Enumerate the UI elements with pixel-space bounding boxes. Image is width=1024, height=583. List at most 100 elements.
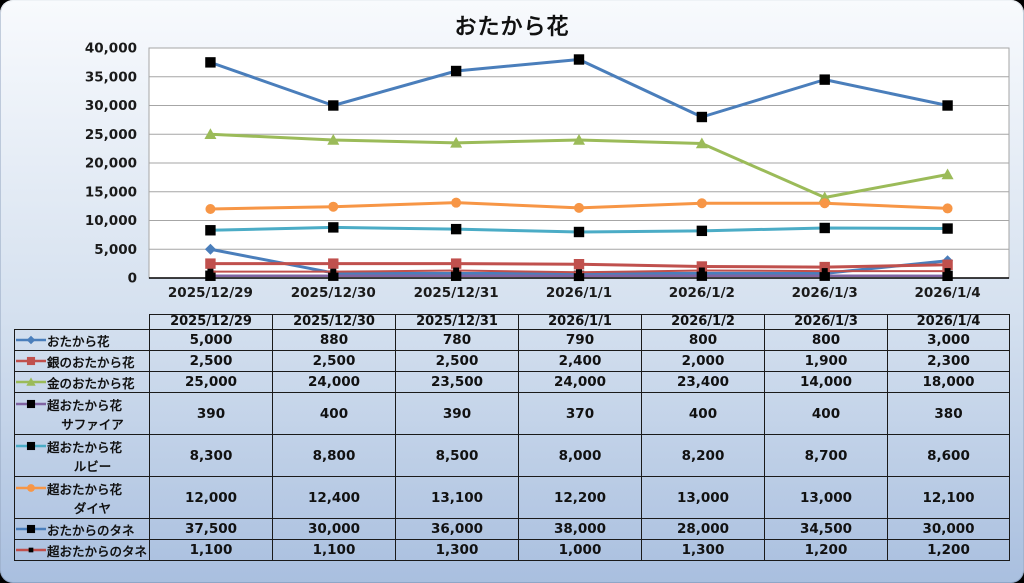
value-cell: 2,400 xyxy=(518,350,642,372)
triangle-marker-icon xyxy=(204,128,217,140)
series-name: 超おたから花 xyxy=(47,439,123,455)
date-header-cell: 2026/1/3 xyxy=(764,314,888,330)
square-marker-icon xyxy=(942,270,953,282)
small-square-marker-icon xyxy=(821,268,828,275)
value-cell: 2,300 xyxy=(887,350,1010,372)
series-name-line2: ルビー xyxy=(73,458,112,474)
legend-key-icon xyxy=(16,484,46,492)
small-square-marker-icon xyxy=(453,267,460,274)
value-cell: 1,200 xyxy=(764,539,888,561)
square-marker-icon xyxy=(450,258,462,269)
date-header-cell: 2026/1/1 xyxy=(518,314,642,330)
small-square-marker-icon xyxy=(207,268,214,275)
value-cell: 3,000 xyxy=(887,329,1010,351)
value-cell: 790 xyxy=(518,329,642,351)
value-cell: 13,000 xyxy=(641,476,765,519)
date-header-cell: 2026/1/4 xyxy=(887,314,1010,330)
value-cell: 36,000 xyxy=(395,518,519,540)
series-name: 超おたから花 xyxy=(47,481,123,497)
value-cell: 18,000 xyxy=(887,371,1010,393)
square-marker-icon xyxy=(328,100,339,111)
series-legend-and-name: おたから花 xyxy=(16,331,147,350)
table-header-row: 2025/12/29 2025/12/30 2025/12/31 2026/1/1 20… xyxy=(15,314,1010,330)
series-label-cell: 超おたから花ルビー xyxy=(14,434,150,477)
value-cell: 34,500 xyxy=(764,518,888,540)
value-cell: 24,000 xyxy=(518,371,642,393)
value-cell: 780 xyxy=(395,329,519,351)
value-cell: 1,200 xyxy=(887,539,1010,561)
y-axis-tick-label: 10,000 xyxy=(85,213,137,229)
square-marker-icon xyxy=(205,270,216,281)
y-axis-tick-label: 15,000 xyxy=(85,184,137,200)
table-row: 超おたから花 ルビー 8,300 8,800 8,500 8,000 8,200 8,700 8… xyxy=(14,434,1010,477)
circle-marker-icon xyxy=(574,202,584,213)
series-name: 超おたからのタネ xyxy=(47,543,148,559)
circle-marker-icon xyxy=(696,198,707,209)
chart-title: おたから花 xyxy=(454,15,570,40)
date-header-cell: 2025/12/30 xyxy=(272,314,396,330)
value-cell: 1,100 xyxy=(149,539,273,561)
circle-marker-icon xyxy=(328,201,339,212)
small-square-marker-icon xyxy=(330,268,337,275)
legend-key-icon xyxy=(16,441,46,451)
series-label-cell: 銀のおたから花 xyxy=(14,350,150,372)
value-cell: 13,000 xyxy=(764,476,888,519)
square-marker-icon xyxy=(328,270,339,281)
series-label-cell: 超おたから花 ダイヤ xyxy=(14,476,150,519)
value-cell: 5,000 xyxy=(149,329,273,351)
series-label-cell: おたからのタネ xyxy=(14,518,150,540)
series-label-cell: 超おたから花サファイア xyxy=(14,392,150,435)
value-cell: 28,000 xyxy=(641,518,765,540)
table-row: 超おたから花 サファイア 390 400 390 370 400 400 380 xyxy=(14,392,1010,435)
value-cell: 8,600 xyxy=(887,434,1010,477)
x-axis-tick-label: 2026/1/4 xyxy=(914,285,980,301)
value-cell: 370 xyxy=(518,392,642,435)
square-marker-icon xyxy=(819,261,830,273)
series-label-cell: おたから花 xyxy=(14,329,150,351)
square-marker-icon xyxy=(205,258,216,269)
value-cell: 8,500 xyxy=(395,434,519,477)
value-cell: 2,500 xyxy=(272,350,396,372)
value-cell: 37,500 xyxy=(149,518,273,540)
y-axis-tick-label: 20,000 xyxy=(85,156,137,172)
series-legend-and-name: 超おたから花 xyxy=(16,437,147,456)
triangle-marker-icon xyxy=(450,136,463,148)
square-marker-icon xyxy=(205,57,216,68)
y-axis-tick-label: 25,000 xyxy=(85,127,137,143)
square-marker-icon xyxy=(205,225,216,236)
triangle-marker-icon xyxy=(695,137,708,149)
value-cell: 390 xyxy=(149,392,273,435)
value-cell: 8,200 xyxy=(641,434,765,477)
series-label-cell: 金のおたから花 xyxy=(14,371,150,393)
value-cell: 880 xyxy=(272,329,396,351)
y-axis-tick-label: 40,000 xyxy=(85,41,137,57)
square-marker-icon xyxy=(819,74,830,85)
square-marker-icon xyxy=(328,258,339,269)
series-legend-and-name: 金のおたから花 xyxy=(16,373,147,392)
value-cell: 800 xyxy=(764,329,888,351)
x-axis-tick-label: 2026/1/2 xyxy=(669,285,735,301)
y-axis-tick-label: 35,000 xyxy=(85,69,137,85)
series-legend-and-name: 超おたから花 xyxy=(16,395,147,414)
series-legend-and-name: 超おたから花 xyxy=(16,479,147,498)
x-axis-tick-label: 2025/12/29 xyxy=(168,285,253,301)
value-cell: 8,000 xyxy=(518,434,642,477)
series-label-cell: 超おたからのタネ xyxy=(14,539,150,561)
series-name: おたからのタネ xyxy=(47,522,135,538)
series-name: 銀のおたから花 xyxy=(47,354,135,370)
value-cell: 12,200 xyxy=(518,476,642,519)
value-cell: 390 xyxy=(395,392,519,435)
square-marker-icon xyxy=(696,261,708,272)
triangle-marker-icon xyxy=(327,134,340,145)
value-cell: 8,300 xyxy=(149,434,273,477)
value-cell: 8,800 xyxy=(272,434,396,477)
small-square-marker-icon xyxy=(576,269,582,276)
value-cell: 14,000 xyxy=(764,371,888,393)
value-cell: 1,100 xyxy=(272,539,396,561)
series-name-line2: サファイア xyxy=(61,416,124,432)
table-row: 超おたから花 ダイヤ 12,000 12,400 13,100 12,200 13,000 1… xyxy=(14,476,1010,519)
triangle-marker-icon xyxy=(941,168,954,180)
small-square-marker-icon xyxy=(698,267,705,274)
diamond-marker-icon xyxy=(204,243,216,255)
